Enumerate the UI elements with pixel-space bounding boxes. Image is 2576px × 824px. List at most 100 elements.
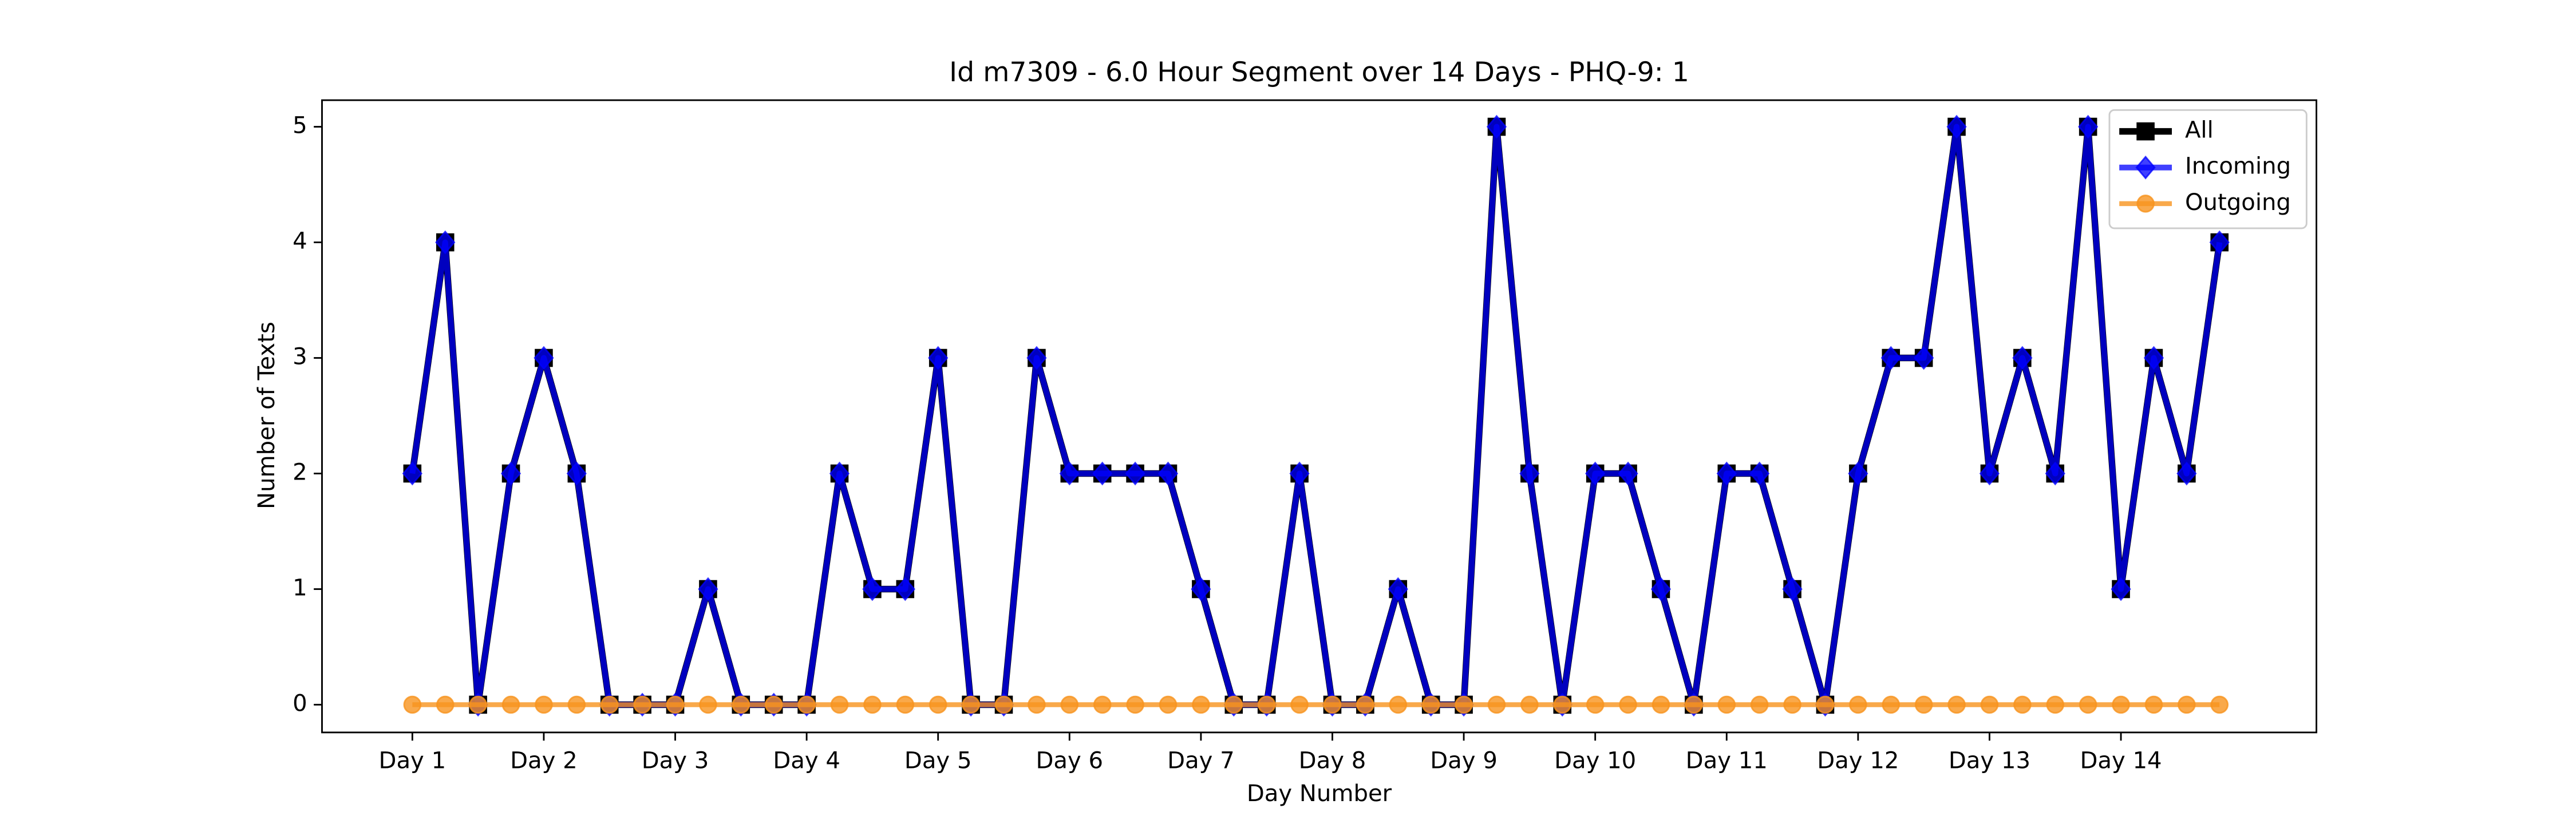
marker [469, 695, 487, 714]
marker [1486, 114, 1507, 139]
y-tick-label: 5 [293, 113, 307, 139]
marker [1586, 695, 1605, 714]
x-axis-label: Day Number [1247, 781, 1392, 807]
legend-label: Incoming [2185, 153, 2291, 180]
marker [1257, 695, 1276, 714]
x-tick-label: Day 13 [1949, 748, 2030, 774]
marker [1914, 695, 1933, 714]
marker [2176, 461, 2197, 486]
x-tick-label: Day 3 [642, 748, 709, 774]
x-tick-label: Day 8 [1299, 748, 1366, 774]
marker [1749, 461, 1770, 486]
marker [1619, 695, 1637, 714]
marker [2178, 695, 2196, 714]
marker [567, 695, 586, 714]
marker [699, 695, 717, 714]
marker [2111, 577, 2131, 601]
marker [1192, 695, 1210, 714]
marker [2079, 695, 2097, 714]
marker [962, 695, 980, 714]
marker [1356, 695, 1374, 714]
marker [2112, 695, 2130, 714]
marker [1060, 695, 1079, 714]
marker [2045, 461, 2065, 486]
marker [535, 695, 553, 714]
marker [2077, 114, 2099, 139]
marker [666, 695, 685, 714]
marker [1979, 461, 2000, 486]
marker [1289, 461, 1310, 486]
marker [633, 695, 651, 714]
marker [2012, 346, 2033, 370]
marker [2144, 695, 2163, 714]
x-tick-label: Day 4 [773, 748, 840, 774]
marker [1092, 461, 1113, 486]
marker [1421, 695, 1440, 714]
marker [1880, 346, 1901, 370]
marker [436, 695, 455, 714]
marker [1093, 695, 1112, 714]
marker [2013, 695, 2032, 714]
marker [994, 695, 1013, 714]
marker [1126, 695, 1144, 714]
marker [1946, 114, 1967, 139]
marker [2209, 230, 2230, 255]
marker [1980, 695, 1999, 714]
marker [1685, 695, 1703, 714]
marker [2210, 695, 2229, 714]
marker [830, 695, 849, 714]
marker [1388, 577, 1408, 601]
x-tick-label: Day 1 [379, 748, 447, 774]
marker [1157, 461, 1179, 486]
plot-frame [321, 99, 2317, 734]
marker [1816, 695, 1835, 714]
marker [1553, 695, 1572, 714]
marker [896, 695, 915, 714]
marker [797, 695, 816, 714]
x-tick-label: Day 6 [1036, 748, 1103, 774]
marker [1618, 461, 1638, 486]
legend-label: All [2185, 117, 2214, 144]
marker [1913, 346, 1934, 370]
y-tick-label: 3 [293, 344, 307, 370]
marker [1028, 695, 1046, 714]
legend-marker [2136, 122, 2155, 141]
x-tick-label: Day 14 [2080, 748, 2162, 774]
legend-box [2108, 109, 2308, 229]
marker [862, 577, 883, 601]
marker [1389, 695, 1408, 714]
marker [501, 695, 520, 714]
marker [1487, 695, 1506, 714]
marker [600, 695, 619, 714]
y-tick-label: 2 [293, 459, 307, 486]
marker [929, 695, 947, 714]
legend-marker [2135, 155, 2156, 180]
marker [1519, 461, 1540, 486]
marker [1848, 461, 1868, 486]
marker [764, 695, 783, 714]
marker [1059, 461, 1080, 486]
marker [1783, 695, 1801, 714]
marker [1026, 346, 1047, 370]
marker [1716, 461, 1737, 486]
marker [1947, 695, 1966, 714]
marker [1290, 695, 1309, 714]
marker [2143, 346, 2164, 370]
x-tick-label: Day 12 [1817, 748, 1899, 774]
marker [2046, 695, 2065, 714]
marker [1652, 695, 1670, 714]
marker [1455, 695, 1473, 714]
y-axis-label: Number of Texts [254, 322, 280, 509]
marker [895, 577, 915, 601]
marker [1849, 695, 1867, 714]
chart-title: Id m7309 - 6.0 Hour Segment over 14 Days… [949, 57, 1689, 88]
marker [1125, 461, 1145, 486]
marker [534, 346, 554, 370]
marker [1782, 577, 1803, 601]
marker [928, 346, 949, 370]
y-tick-label: 0 [293, 690, 307, 716]
marker [863, 695, 882, 714]
marker [1750, 695, 1769, 714]
y-tick-label: 1 [293, 575, 307, 601]
